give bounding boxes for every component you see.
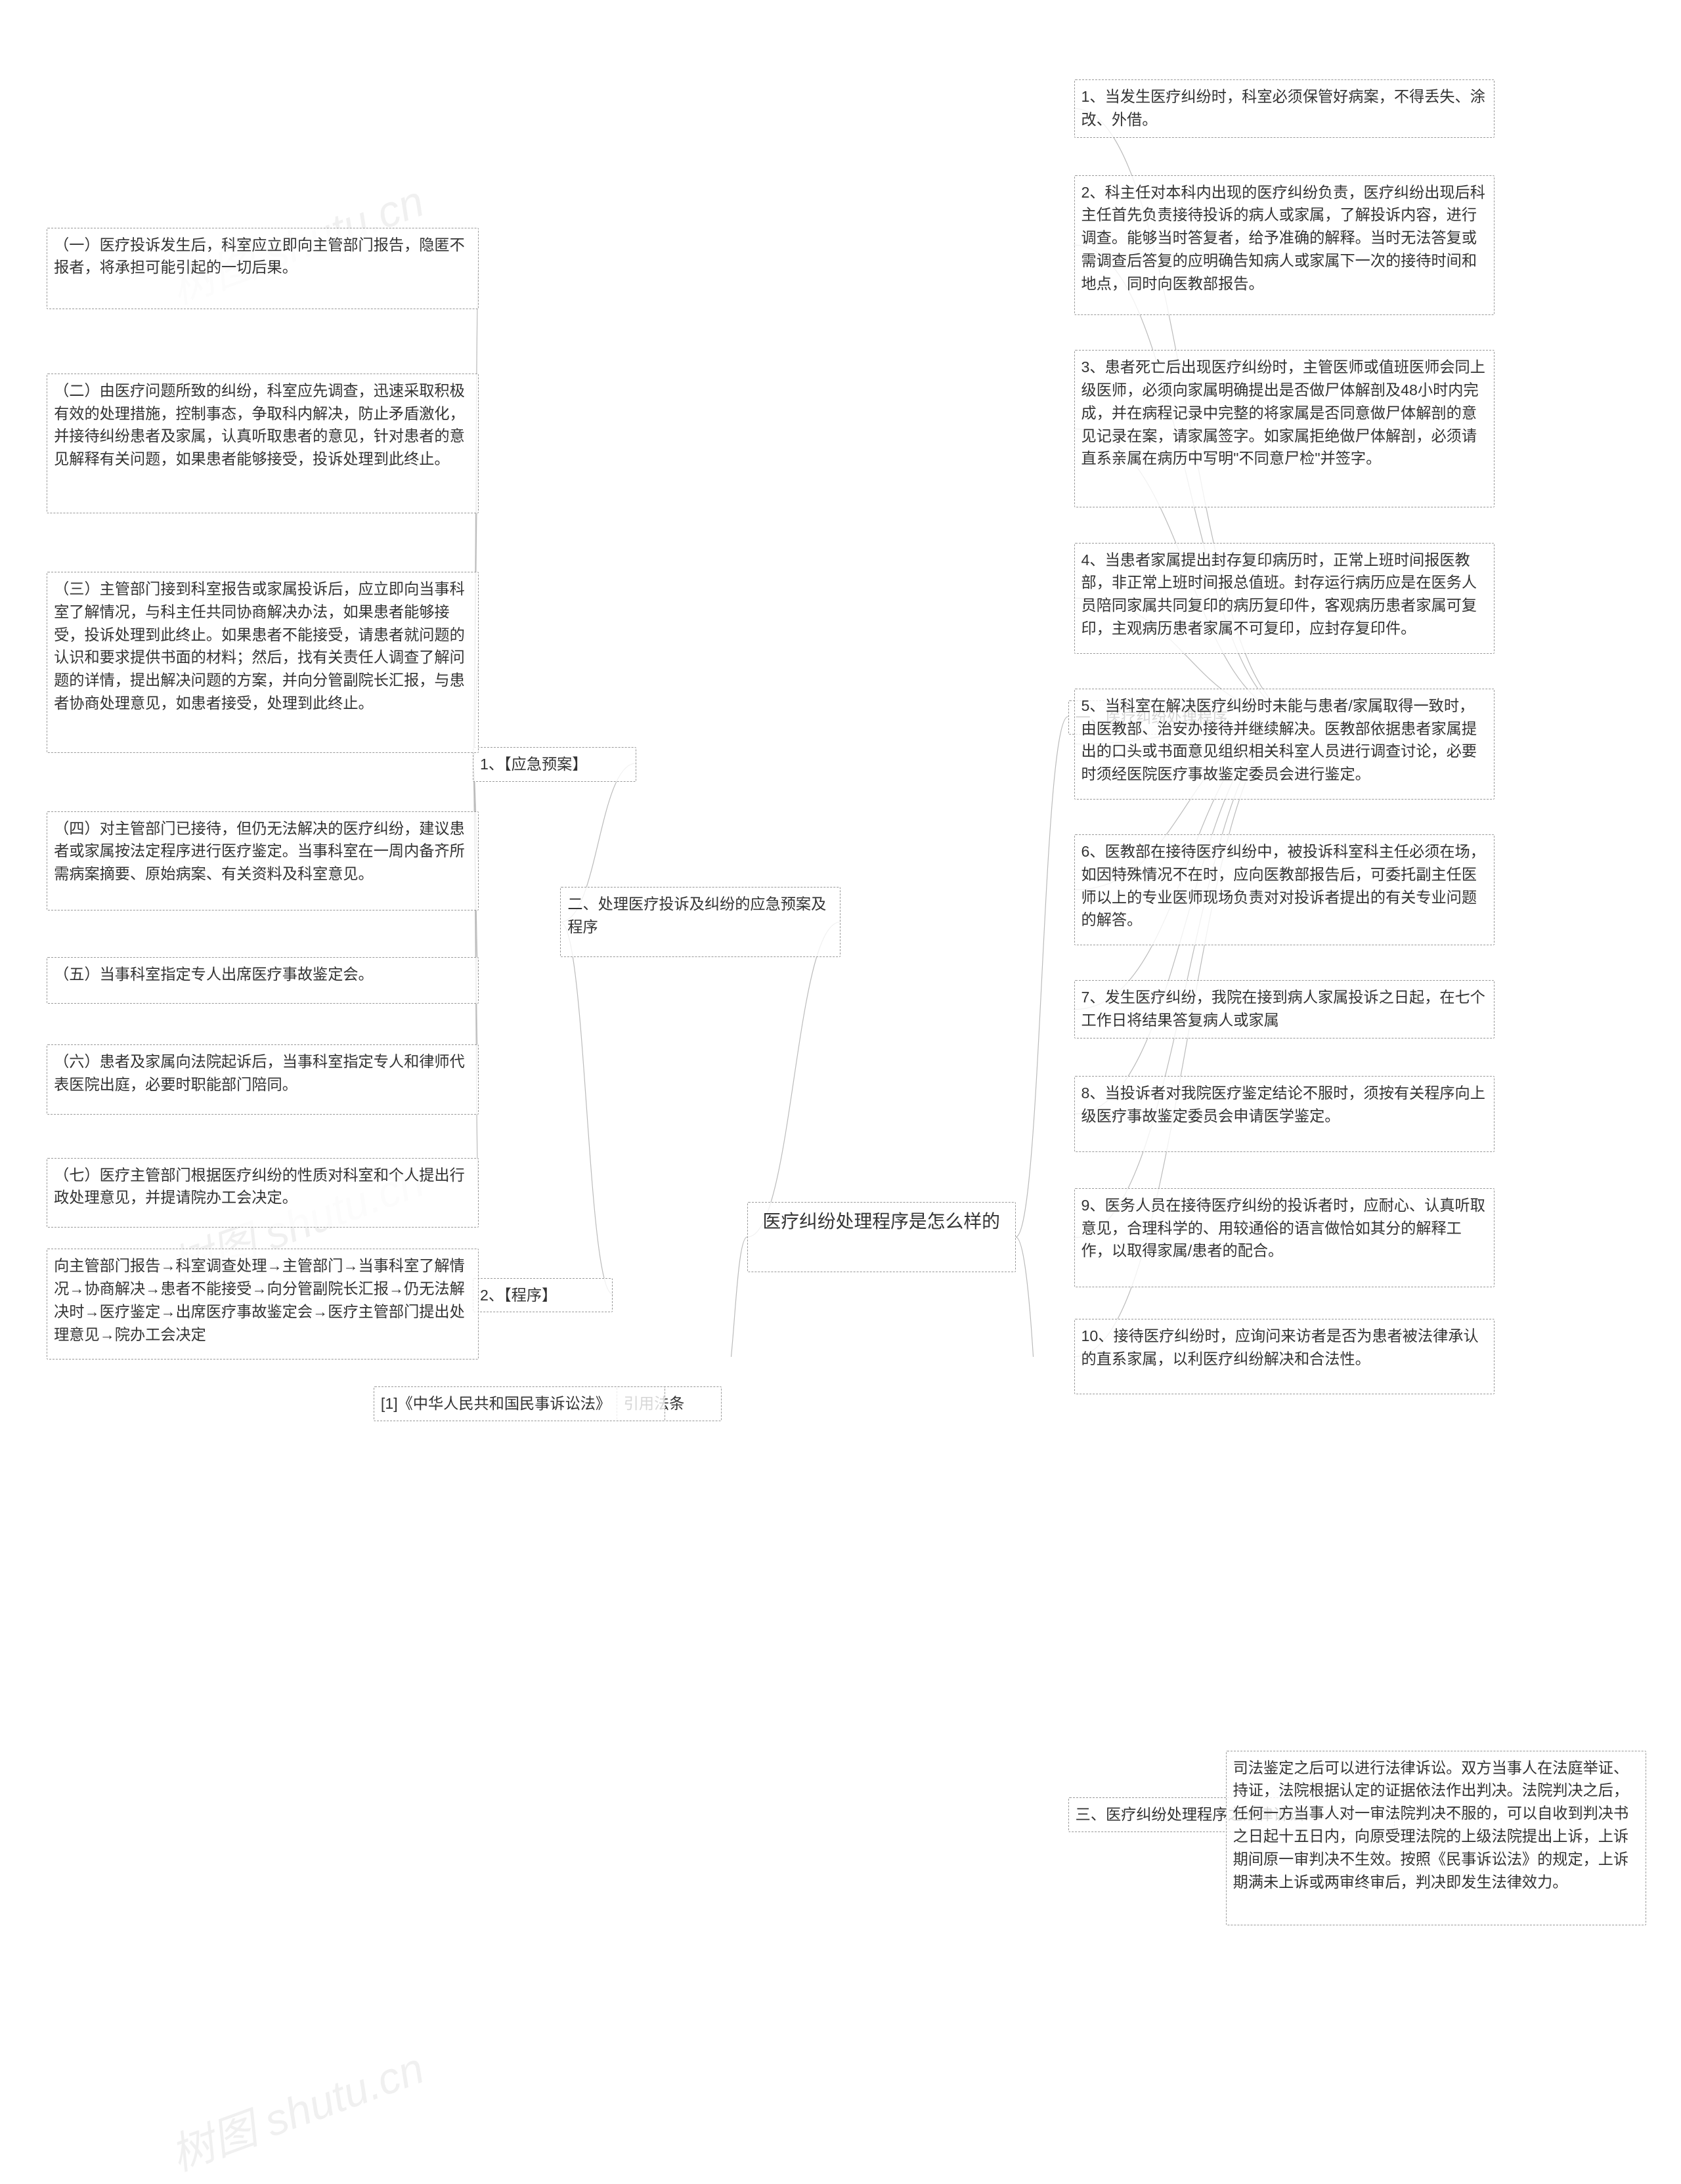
node-l_yj2: （二）由医疗问题所致的纠纷，科室应先调查，迅速采取积极有效的处理措施，控制事态，… <box>47 374 479 513</box>
node-r1_9: 9、医务人员在接待医疗纠纷的投诉者时，应耐心、认真听取意见，合理科学的、用较通俗… <box>1074 1188 1495 1287</box>
node-r1_2: 2、科主任对本科内出现的医疗纠纷负责，医疗纠纷出现后科主任首先负责接待投诉的病人… <box>1074 175 1495 315</box>
node-l_cx: 向主管部门报告→科室调查处理→主管部门→当事科室了解情况→协商解决→患者不能接受… <box>47 1249 479 1360</box>
node-b2_1: 1、【应急预案】 <box>473 747 636 782</box>
node-text: （三）主管部门接到科室报告或家属投诉后，应立即向当事科室了解情况，与科主任共同协… <box>54 580 465 712</box>
node-text: [1]《中华人民共和国民事诉讼法》 <box>381 1395 611 1412</box>
node-l_yj4: （四）对主管部门已接待，但仍无法解决的医疗纠纷，建议患者或家属按法定程序进行医疗… <box>47 811 479 910</box>
node-text: 10、接待医疗纠纷时，应询问来访者是否为患者被法律承认的直系家属，以利医疗纠纷解… <box>1081 1327 1479 1367</box>
node-text: （一）医疗投诉发生后，科室应立即向主管部门报告，隐匿不报者，将承担可能引起的一切… <box>54 236 465 276</box>
edge <box>1016 1237 1068 1357</box>
node-l_yj1: （一）医疗投诉发生后，科室应立即向主管部门报告，隐匿不报者，将承担可能引起的一切… <box>47 228 479 309</box>
node-r1_4: 4、当患者家属提出封存复印病历时，正常上班时间报医教部，非正常上班时间报总值班。… <box>1074 543 1495 654</box>
node-b2: 二、处理医疗投诉及纠纷的应急预案及程序 <box>560 887 840 957</box>
node-text: 7、发生医疗纠纷，我院在接到病人家属投诉之日起，在七个工作日将结果答复病人或家属 <box>1081 989 1485 1029</box>
node-text: （五）当事科室指定专人出席医疗事故鉴定会。 <box>54 966 374 983</box>
node-text: 9、医务人员在接待医疗纠纷的投诉者时，应耐心、认真听取意见，合理科学的、用较通俗… <box>1081 1197 1485 1260</box>
node-text: 司法鉴定之后可以进行法律诉讼。双方当事人在法庭举证、持证，法院根据认定的证据依法… <box>1233 1759 1628 1891</box>
node-r3_1: 司法鉴定之后可以进行法律诉讼。双方当事人在法庭举证、持证，法院根据认定的证据依法… <box>1226 1751 1646 1926</box>
node-text: 2、【程序】 <box>480 1287 557 1304</box>
watermark: 树图 shutu.cn <box>161 2034 431 2183</box>
node-r1_1: 1、当发生医疗纠纷时，科室必须保管好病案，不得丢失、涂改、外借。 <box>1074 79 1495 138</box>
node-l_yj6: （六）患者及家属向法院起诉后，当事科室指定专人和律师代表医院出庭，必要时职能部门… <box>47 1044 479 1115</box>
edge <box>747 922 840 1237</box>
node-r1_7: 7、发生医疗纠纷，我院在接到病人家属投诉之日起，在七个工作日将结果答复病人或家属 <box>1074 980 1495 1038</box>
node-l_yj3: （三）主管部门接到科室报告或家属投诉后，应立即向当事科室了解情况，与科主任共同协… <box>47 572 479 753</box>
node-text: 3、患者死亡后出现医疗纠纷时，主管医师或值班医师会同上级医师，必须向家属明确提出… <box>1081 358 1485 467</box>
edge <box>1016 717 1068 1237</box>
node-text: （七）医疗主管部门根据医疗纠纷的性质对科室和个人提出行政处理意见，并提请院办工会… <box>54 1167 465 1207</box>
mindmap-canvas: 树图 shutu.cn树图 shutu.cn树图 shutu.cn树图 shut… <box>0 0 1681 1357</box>
node-text: 向主管部门报告→科室调查处理→主管部门→当事科室了解情况→协商解决→患者不能接受… <box>54 1257 465 1342</box>
node-text: 8、当投诉者对我院医疗鉴定结论不服时，须按有关程序向上级医疗事故鉴定委员会申请医… <box>1081 1084 1485 1124</box>
edge <box>560 922 613 1294</box>
node-text: （二）由医疗问题所致的纠纷，科室应先调查，迅速采取积极有效的处理措施，控制事态，… <box>54 382 465 467</box>
node-b2_2: 2、【程序】 <box>473 1278 613 1313</box>
node-text: 二、处理医疗投诉及纠纷的应急预案及程序 <box>567 895 826 935</box>
node-r1_6: 6、医教部在接待医疗纠纷中，被投诉科室科主任必须在场，如因特殊情况不在时，应向医… <box>1074 834 1495 945</box>
node-l_yj5: （五）当事科室指定专人出席医疗事故鉴定会。 <box>47 957 479 1004</box>
node-text: 4、当患者家属提出封存复印病历时，正常上班时间报医教部，非正常上班时间报总值班。… <box>1081 551 1477 637</box>
node-text: （四）对主管部门已接待，但仍无法解决的医疗纠纷，建议患者或家属按法定程序进行医疗… <box>54 820 465 883</box>
node-text: 6、医教部在接待医疗纠纷中，被投诉科室科主任必须在场，如因特殊情况不在时，应向医… <box>1081 843 1485 928</box>
edge <box>722 1237 747 1357</box>
node-r1_3: 3、患者死亡后出现医疗纠纷时，主管医师或值班医师会同上级医师，必须向家属明确提出… <box>1074 350 1495 507</box>
node-text: 1、当发生医疗纠纷时，科室必须保管好病案，不得丢失、涂改、外借。 <box>1081 88 1485 128</box>
node-r1_8: 8、当投诉者对我院医疗鉴定结论不服时，须按有关程序向上级医疗事故鉴定委员会申请医… <box>1074 1076 1495 1152</box>
node-l_yj7: （七）医疗主管部门根据医疗纠纷的性质对科室和个人提出行政处理意见，并提请院办工会… <box>47 1158 479 1228</box>
node-r1_5: 5、当科室在解决医疗纠纷时未能与患者/家属取得一致时，由医教部、治安办接待并继续… <box>1074 689 1495 800</box>
node-law_1: [1]《中华人民共和国民事诉讼法》 <box>374 1386 665 1421</box>
node-text: 5、当科室在解决医疗纠纷时未能与患者/家属取得一致时，由医教部、治安办接待并继续… <box>1081 697 1477 782</box>
node-text: （六）患者及家属向法院起诉后，当事科室指定专人和律师代表医院出庭，必要时职能部门… <box>54 1053 465 1093</box>
node-text: 2、科主任对本科内出现的医疗纠纷负责，医疗纠纷出现后科主任首先负责接待投诉的病人… <box>1081 184 1485 292</box>
node-center: 医疗纠纷处理程序是怎么样的 <box>747 1202 1016 1272</box>
edge <box>473 763 479 1080</box>
node-text: 1、【应急预案】 <box>480 756 588 773</box>
node-text: 医疗纠纷处理程序是怎么样的 <box>762 1211 1000 1231</box>
